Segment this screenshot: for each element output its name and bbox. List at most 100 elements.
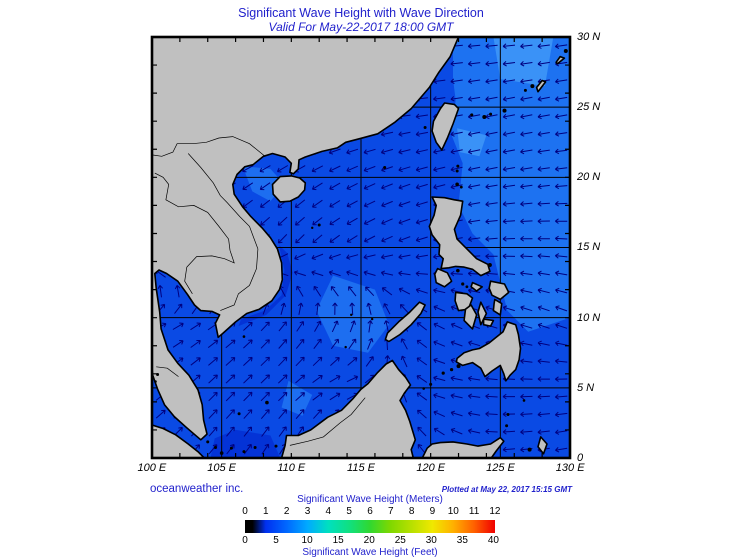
island-dot [530,84,535,89]
axis-tick-label: 100 E [137,462,167,474]
axis-tick-label: 25 N [577,101,601,114]
island-dot [350,313,353,317]
island-dot [423,126,427,130]
island-dot [522,399,526,402]
island-dot [242,450,246,454]
island-dot [461,282,465,286]
colorbar-gradient [245,520,495,533]
land-amami [555,55,566,65]
island-dot [489,112,493,116]
land-borneo [280,359,417,459]
axis-tick-label: 30 N [577,31,601,44]
island-dot [274,444,278,448]
axis-tick-label: 5 [273,535,279,546]
island-dot [206,440,210,444]
island-dot [449,367,454,372]
axis-tick-label: 3 [304,506,311,517]
axis-tick-label: 15 N [577,241,601,254]
land-mindoro [433,267,453,288]
axis-tick-label: 35 [456,535,468,546]
island-dot [487,263,492,268]
island-dot [506,412,510,416]
island-dot [253,445,257,449]
land-samar [488,280,510,301]
island-dot [344,345,347,349]
colorbar-title-feet: Significant Wave Height (Feet) [302,547,438,558]
axis-tick-label: 5 [346,506,352,517]
page-title: Significant Wave Height with Wave Direct… [238,6,484,20]
frame-ticks [152,37,570,458]
island-dot [154,380,157,383]
plotted-timestamp: Plotted at May 22, 2017 15:15 GMT [441,485,572,494]
axis-tick-label: 2 [283,506,290,517]
colorbar-ticks-meters: 0 1 2 3 4 5 6 7 8 9 10 11 12 [235,506,506,517]
axis-tick-label: 40 [487,535,499,546]
island-dot [459,185,463,189]
island-dot [455,182,459,187]
axis-tick-label: 8 [408,506,415,517]
island-dot [470,113,474,117]
sea-patch-karimata-dark [210,429,281,458]
sea-patch-east-taiwan-lighter [457,128,487,157]
axis-tick-label: 115 E [347,462,375,474]
border-sarawak-kalimantan [289,397,366,446]
axis-tick-label: 0 [577,451,584,464]
land-cebu [477,301,488,326]
axis-tick-label: 7 [388,506,394,517]
land-palawan [384,301,426,343]
island-dot [465,285,469,289]
border-china-vietnam-laos [151,136,265,157]
axis-tick-label: 1 [263,506,269,517]
island-dot [317,223,321,227]
axis-tick-label: 25 [394,535,406,546]
land-mindanao [455,321,522,382]
border-cambodia-thailand [184,267,193,294]
land-taiwan [431,102,460,151]
axis-tick-label: 120 E [416,462,446,474]
border-malaysia-thailand [156,366,179,377]
land-okinawa [535,79,547,93]
border-vietnam-laos [187,153,259,250]
axis-tick-label: 110 E [277,462,306,474]
island-dot [456,164,460,168]
island-dot [242,335,246,338]
island-dot [265,400,269,405]
axis-tick-label: 125 E [486,462,515,474]
island-dot [502,108,507,113]
border-laos-thailand [154,172,231,251]
land-masbate [470,281,484,292]
axis-tick-label: 10 N [577,311,601,324]
island-dot [456,364,461,369]
island-dot [482,114,487,119]
island-dot [505,424,509,428]
axis-tick-label: 30 [425,535,437,546]
colorbar-title-meters: Significant Wave Height (Meters) [297,494,443,505]
island-dot [523,88,527,92]
land-halmahera [537,436,548,455]
axis-tick-label: 9 [429,506,436,517]
axis-tick-label: 130 E [555,462,585,474]
island-dot [441,371,445,375]
axis-tick-label: 4 [325,506,332,517]
axis-tick-label: 0 [242,535,248,546]
axis-tick-label: 6 [367,506,373,517]
island-dot [422,387,426,390]
longitude-axis-labels: 100 E 105 E 110 E 115 E 120 E 125 E 130 E [117,462,605,474]
axis-tick-label: 0 [242,506,248,517]
land-leyte [492,298,503,316]
island-dot [213,445,217,449]
island-dot [527,447,532,452]
axis-tick-label: 20 N [577,171,601,184]
land-sulawesi-north [421,436,505,459]
axis-tick-label: 5 N [577,381,595,394]
axis-tick-label: 15 [332,535,344,546]
island-dot [456,268,460,273]
axis-tick-label: 11 [468,506,480,517]
map-frame [150,35,572,460]
axis-tick-label: 20 [363,535,375,546]
island-dot [383,166,387,170]
axis-tick-label: 10 [447,506,459,517]
axis-tick-label: 10 [301,535,313,546]
